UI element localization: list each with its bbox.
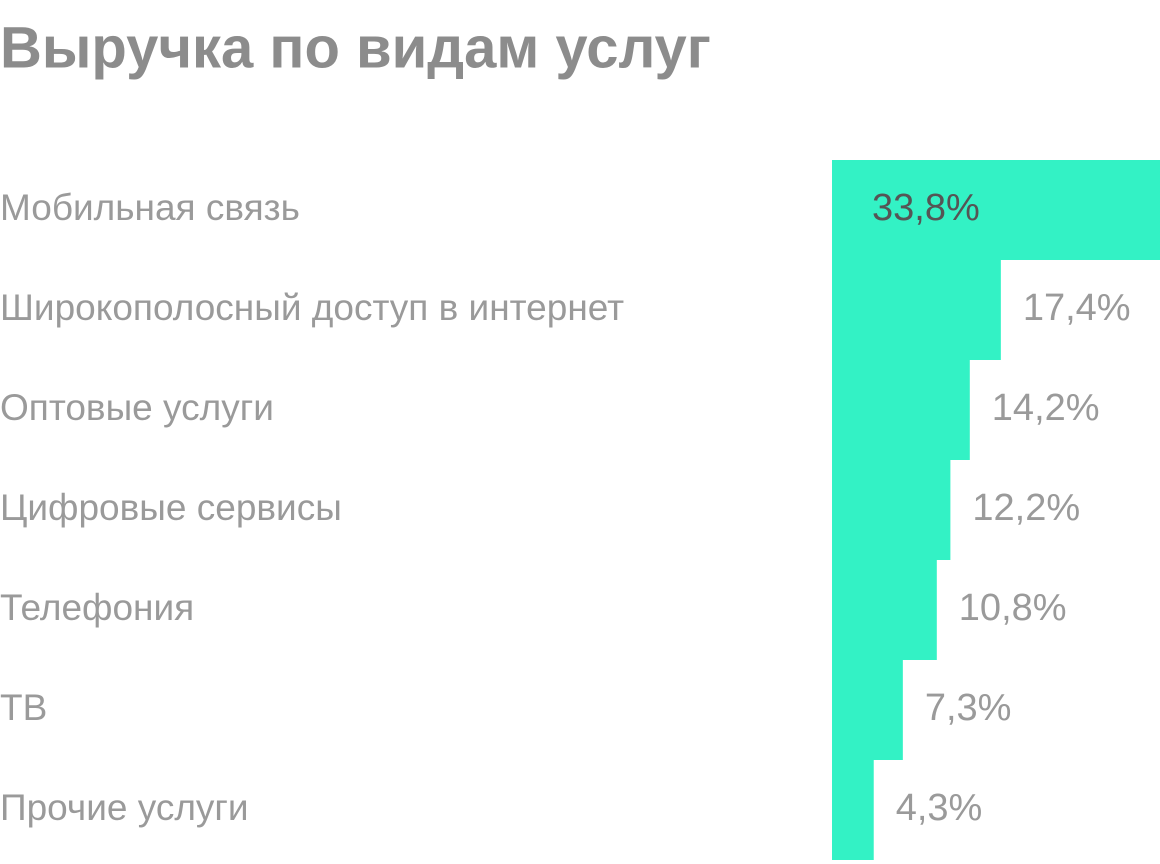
bar	[832, 360, 970, 460]
category-label: Широкополосный доступ в интернет	[0, 287, 624, 328]
category-label: Оптовые услуги	[0, 387, 274, 428]
value-label: 12,2%	[972, 487, 1080, 529]
bar	[832, 760, 874, 860]
category-label: Цифровые сервисы	[0, 487, 342, 528]
value-label: 4,3%	[896, 787, 983, 829]
value-label: 14,2%	[992, 387, 1100, 429]
bar	[832, 260, 1001, 360]
value-label: 10,8%	[959, 587, 1067, 629]
bar	[832, 460, 951, 560]
category-label: Прочие услуги	[0, 787, 249, 828]
category-label: Телефония	[0, 587, 194, 628]
value-label: 33,8%	[872, 187, 980, 229]
chart-title: Выручка по видам услуг	[0, 15, 711, 80]
category-label: ТВ	[0, 687, 47, 728]
bar	[832, 160, 1160, 260]
category-label: Мобильная связь	[0, 187, 300, 228]
value-label: 7,3%	[925, 687, 1012, 729]
value-label: 17,4%	[1023, 287, 1131, 329]
bar	[832, 560, 937, 660]
bar	[832, 660, 903, 760]
